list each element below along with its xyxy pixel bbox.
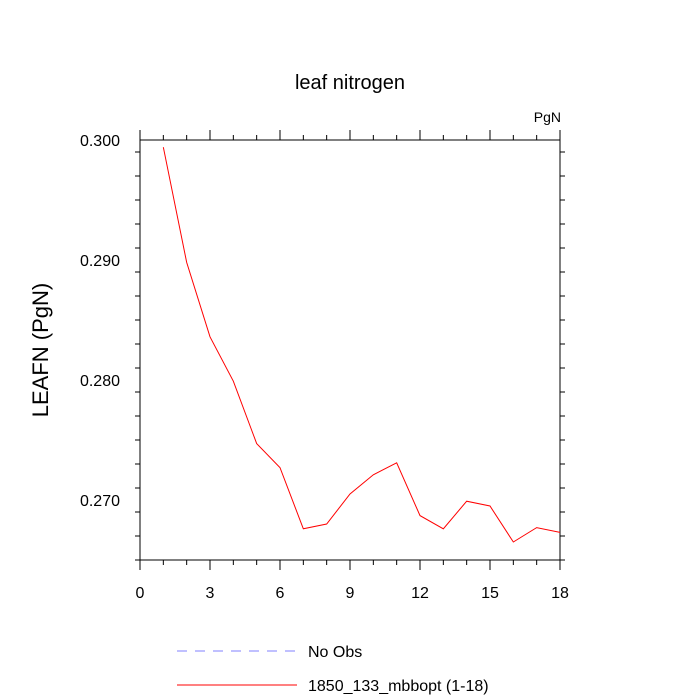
legend: No Obs 1850_133_mbbopt (1-18) xyxy=(177,644,489,695)
units-label: PgN xyxy=(534,109,561,125)
x-tick-label: 12 xyxy=(411,585,429,602)
x-tick-label: 0 xyxy=(136,585,145,602)
x-tick-label: 3 xyxy=(206,585,215,602)
x-tick-label: 15 xyxy=(481,585,499,602)
series-line-1 xyxy=(162,147,561,543)
legend-label-model: 1850_133_mbbopt (1-18) xyxy=(308,678,489,695)
major-ticks xyxy=(139,130,561,570)
x-tick-labels: 0 3 6 9 12 15 18 xyxy=(136,585,569,602)
minor-ticks xyxy=(135,135,565,565)
plot-frame-rect xyxy=(139,139,561,561)
series-lines xyxy=(162,147,561,543)
x-tick-label: 18 xyxy=(551,585,569,602)
plot-frame xyxy=(139,139,561,561)
y-tick-labels: 0.270 0.280 0.290 0.300 xyxy=(80,133,120,510)
legend-label-no-obs: No Obs xyxy=(308,644,362,661)
y-tick-label: 0.270 xyxy=(80,493,120,510)
x-tick-label: 6 xyxy=(276,585,285,602)
chart-title: leaf nitrogen xyxy=(295,72,405,94)
y-axis-label: LEAFN (PgN) xyxy=(28,283,53,417)
x-tick-label: 9 xyxy=(346,585,355,602)
y-tick-label: 0.280 xyxy=(80,373,120,390)
y-tick-label: 0.290 xyxy=(80,253,120,270)
y-tick-label: 0.300 xyxy=(80,133,120,150)
